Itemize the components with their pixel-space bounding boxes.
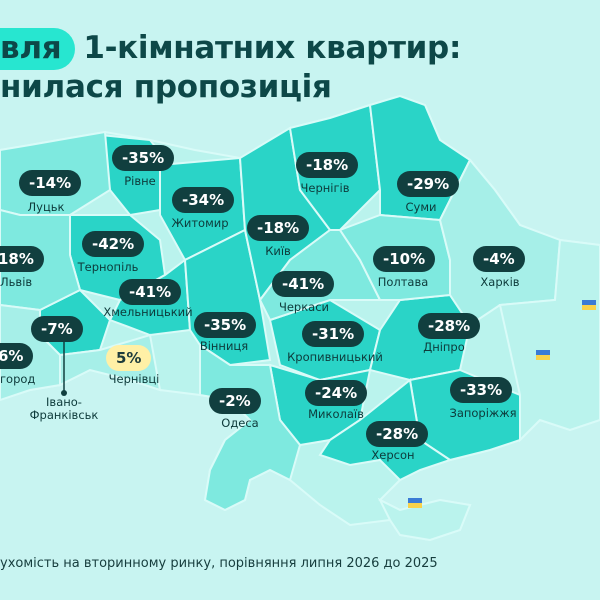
label-uzhhorod: город — [0, 372, 36, 386]
badge-vinnytsia: -35% — [194, 312, 257, 338]
regions-pale — [377, 238, 600, 542]
badge-lviv: 18% — [0, 246, 44, 272]
badge-ternopil: -42% — [82, 231, 145, 257]
title-line-2: нилася пропозиція — [0, 69, 332, 105]
label-kherson: Херсон — [371, 448, 415, 462]
label-cherkasy: Черкаси — [278, 300, 330, 314]
badge-mykolaiv: -24% — [305, 380, 368, 406]
label-ivano-frankivsk: Івано- Франківськ — [29, 395, 99, 422]
badge-lutsk: -14% — [19, 170, 82, 196]
label-mykolaiv: Миколаїв — [308, 407, 364, 421]
label-odesa: Одеса — [221, 416, 259, 430]
label-kyiv: Київ — [265, 244, 291, 258]
badge-chernihiv: -18% — [296, 152, 359, 178]
label-dnipro: Дніпро — [423, 340, 465, 354]
badge-kherson: -28% — [366, 421, 429, 447]
label-zhytomyr: Житомир — [171, 216, 229, 230]
label-kharkiv: Харків — [480, 275, 520, 289]
badge-ivano-frankivsk: -7% — [31, 316, 83, 342]
region-crimea — [377, 497, 472, 542]
label-lutsk: Луцьк — [27, 200, 65, 214]
label-ternopil: Тернопіль — [77, 260, 139, 274]
label-rivne: Рівне — [124, 174, 156, 188]
badge-khmelnytskyi: -41% — [119, 279, 182, 305]
label-khmelnytskyi: Хмельницький — [103, 305, 193, 319]
title-month-pill: вля — [0, 28, 76, 70]
badge-sumy: -29% — [397, 171, 460, 197]
title-line-1: вля 1-кімнатних квартир: — [0, 28, 461, 70]
badge-cherkasy: -41% — [272, 271, 335, 297]
ukraine-flag-icon — [536, 350, 550, 360]
badge-chernivtsi: 5% — [106, 345, 152, 371]
label-poltava: Полтава — [377, 275, 429, 289]
ukraine-flag-icon — [408, 498, 422, 508]
label-zaporizhzhia: Запоріжжя — [449, 406, 517, 420]
label-chernivtsi: Чернівці — [108, 372, 160, 386]
badge-kharkiv: -4% — [473, 246, 525, 272]
badge-rivne: -35% — [112, 145, 175, 171]
region-east-occupied — [498, 238, 600, 443]
footnote: ухомість на вторинному ринку, порівняння… — [0, 556, 438, 571]
label-sumy: Суми — [405, 200, 437, 214]
badge-dnipro: -28% — [418, 313, 481, 339]
badge-odesa: -2% — [209, 388, 261, 414]
pin-dot — [61, 390, 67, 396]
badge-zaporizhzhia: -33% — [450, 377, 513, 403]
label-chernihiv: Чернігів — [300, 181, 350, 195]
badge-kyiv: -18% — [247, 215, 310, 241]
label-kropyvnytskyi: Кропивницький — [287, 350, 383, 364]
badge-poltava: -10% — [373, 246, 436, 272]
badge-zhytomyr: -34% — [172, 187, 235, 213]
label-vinnytsia: Вінниця — [199, 339, 249, 353]
ukraine-flag-icon — [582, 300, 596, 310]
label-lviv: Львів — [0, 275, 33, 289]
title-line-1-text: 1-кімнатних квартир: — [83, 30, 462, 66]
badge-uzhhorod: 6% — [0, 343, 34, 369]
badge-kropyvnytskyi: -31% — [302, 321, 365, 347]
